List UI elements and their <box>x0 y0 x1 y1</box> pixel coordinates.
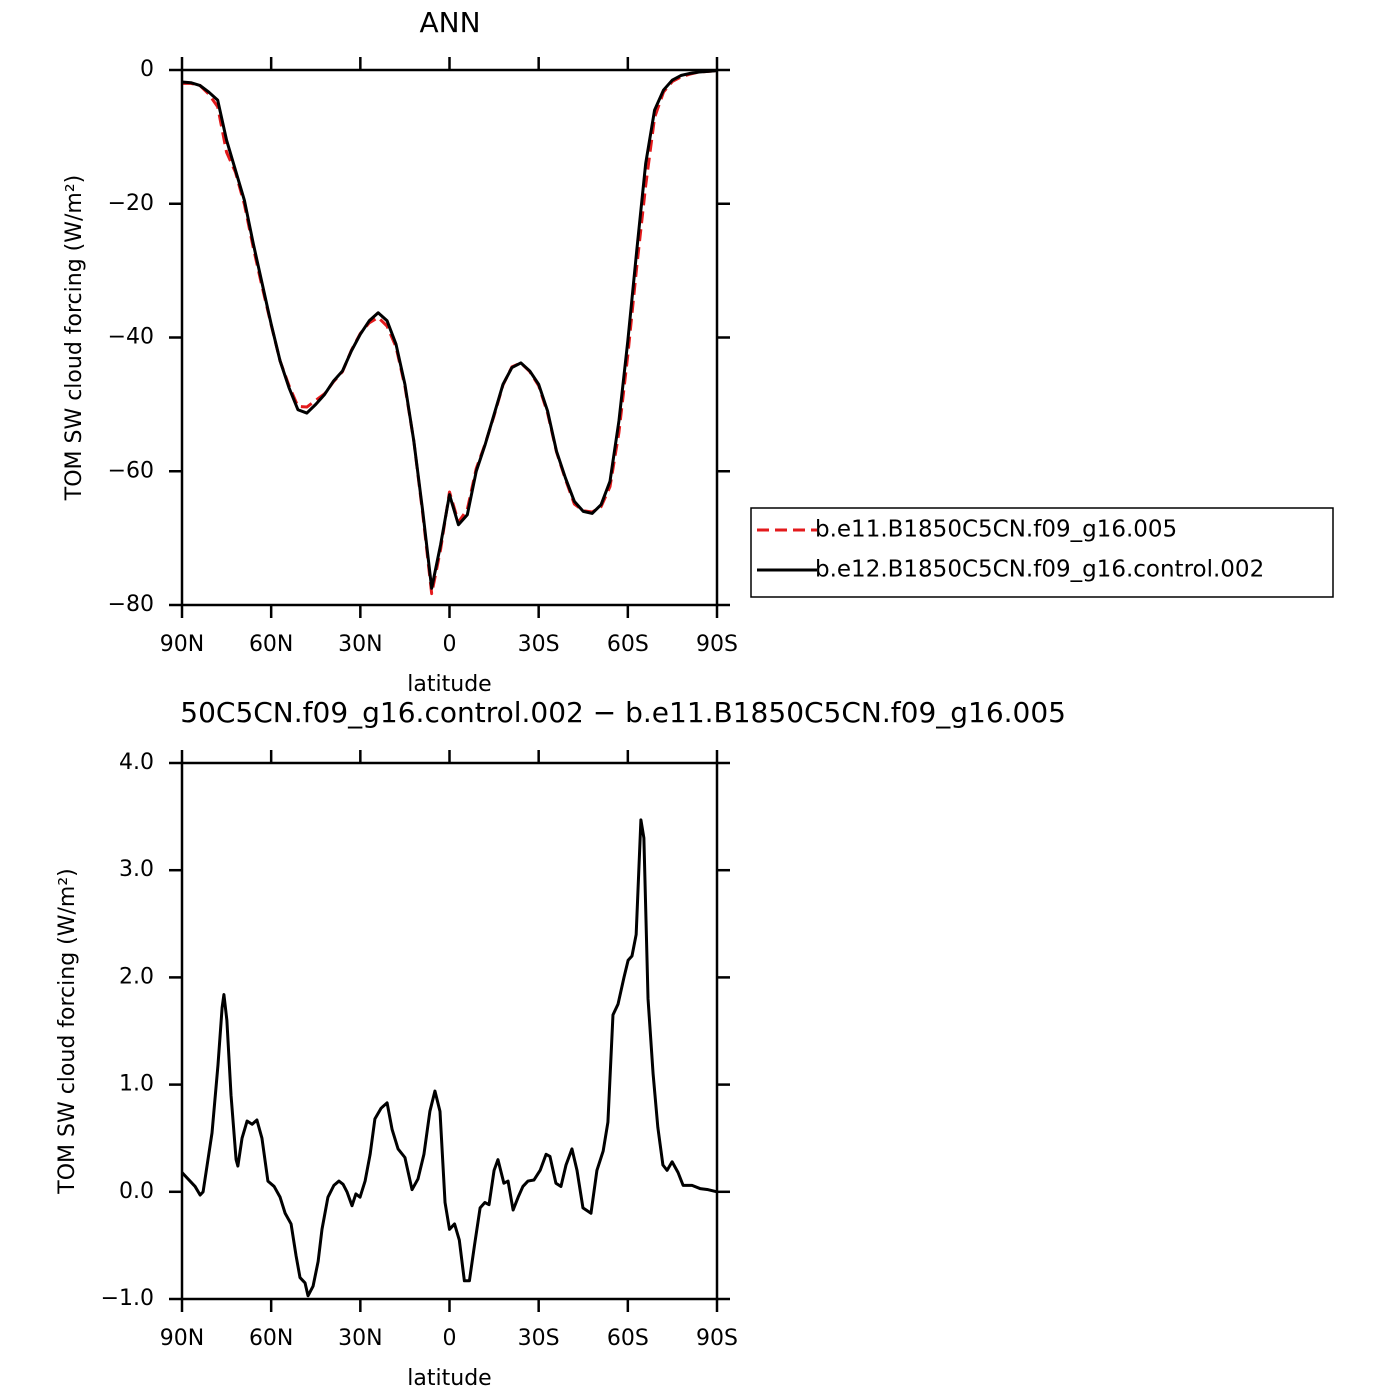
data-line <box>180 818 718 1298</box>
y-axis-label: TOM SW cloud forcing (W/m²) <box>55 868 80 1194</box>
x-tick-label: 30N <box>338 632 382 657</box>
data-line <box>181 69 718 590</box>
x-tick-label: 30S <box>518 1326 560 1351</box>
x-tick-label: 30S <box>518 632 560 657</box>
x-axis-label: latitude <box>407 672 491 697</box>
data-line <box>182 69 718 596</box>
x-tick-label: 90S <box>696 1326 738 1351</box>
plot-frame <box>180 761 719 1301</box>
x-tick-label: 90S <box>696 632 738 657</box>
legend-box <box>750 507 1334 598</box>
x-tick-label: 60N <box>249 1326 293 1351</box>
x-tick-label: 30N <box>338 1326 382 1351</box>
y-tick-label: 0 <box>140 57 154 82</box>
x-tick-label: 90N <box>160 1326 204 1351</box>
legend-label: b.e11.B1850C5CN.f09_g16.005 <box>815 517 1177 543</box>
y-tick-label: −60 <box>108 458 154 483</box>
y-tick-label: 1.0 <box>119 1072 154 1097</box>
chart-title: 50C5CN.f09_g16.control.002 − b.e11.B1850… <box>180 696 1066 729</box>
x-tick-label: 90N <box>160 632 204 657</box>
plot-frame <box>180 68 719 607</box>
y-tick-label: −40 <box>108 325 154 350</box>
y-tick-label: −1.0 <box>101 1286 154 1311</box>
y-axis-label: TOM SW cloud forcing (W/m²) <box>62 175 87 501</box>
x-tick-label: 0 <box>443 632 457 657</box>
y-tick-label: 2.0 <box>119 964 154 989</box>
y-tick-label: 3.0 <box>119 857 154 882</box>
legend-label: b.e12.B1850C5CN.f09_g16.control.002 <box>815 557 1264 583</box>
chart-title: ANN <box>419 6 480 39</box>
x-tick-label: 60S <box>607 632 649 657</box>
x-axis-label: latitude <box>407 1366 491 1391</box>
y-tick-label: 4.0 <box>119 750 154 775</box>
x-tick-label: 60S <box>607 1326 649 1351</box>
y-tick-label: −80 <box>108 592 154 617</box>
x-tick-label: 60N <box>249 632 293 657</box>
y-tick-label: 0.0 <box>119 1179 154 1204</box>
x-tick-label: 0 <box>443 1326 457 1351</box>
y-tick-label: −20 <box>108 191 154 216</box>
